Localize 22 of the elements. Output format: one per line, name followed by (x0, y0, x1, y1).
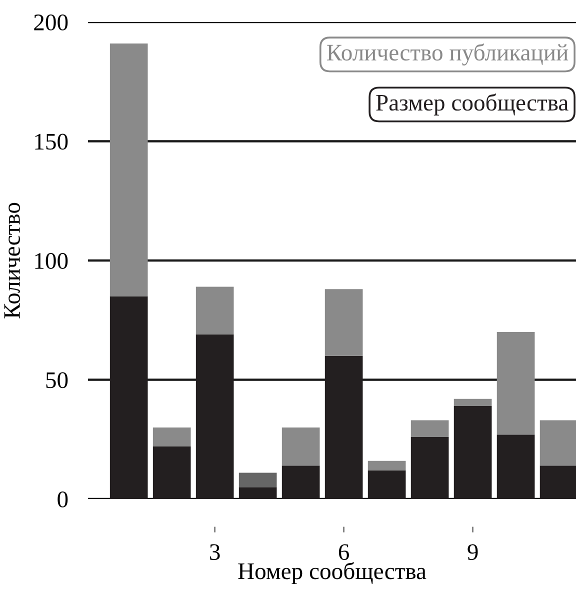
bar (324, 289, 363, 356)
bar (196, 286, 234, 334)
y-tick-label: 100 (35, 252, 68, 269)
bar (282, 427, 320, 466)
text: Количество публикаций (326, 43, 568, 66)
x-tick-label: 3 (210, 544, 220, 560)
bar (496, 332, 535, 435)
y-tick-label: 0 (58, 491, 68, 508)
bar (152, 427, 191, 447)
x-axis-title: Номер сообщества (238, 562, 426, 584)
bar (454, 398, 492, 406)
x-tick-label: 6 (338, 544, 350, 560)
x-tick-label: 9 (468, 544, 478, 560)
bar (368, 460, 406, 470)
y-tick-label: 200 (34, 14, 68, 30)
text: Размер сообщества (376, 94, 568, 116)
y-tick-label: 50 (46, 372, 68, 388)
y-axis-title: Количество (4, 202, 20, 318)
bar (110, 43, 148, 296)
bar (410, 420, 449, 437)
y-tick-label: 150 (35, 134, 68, 150)
bar (238, 472, 277, 488)
